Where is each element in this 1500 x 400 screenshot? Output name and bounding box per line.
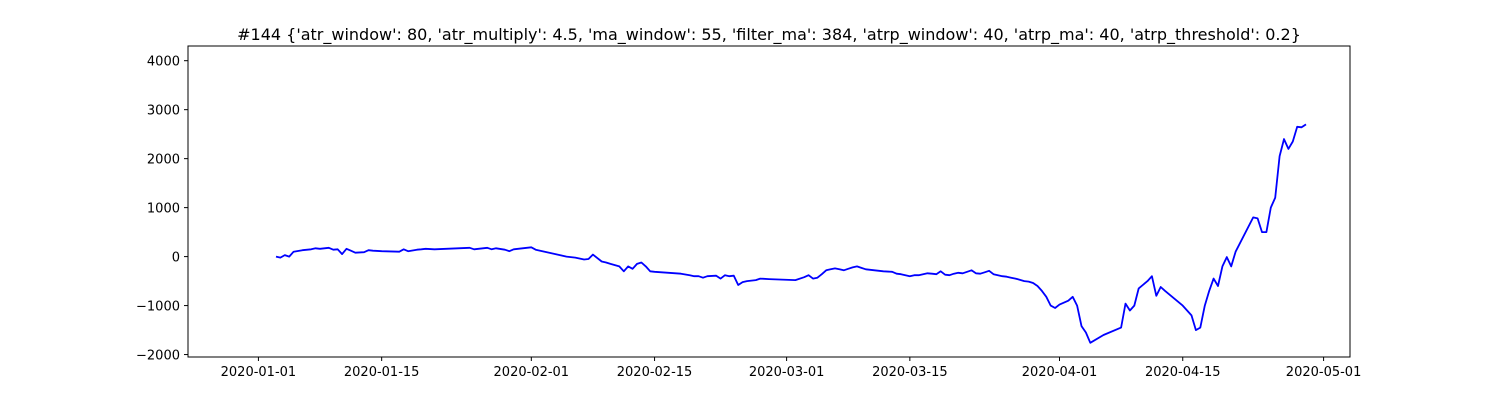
y-tick-label: 0 <box>172 251 180 266</box>
y-tick-label: 1000 <box>147 202 180 217</box>
y-tick-label: 4000 <box>147 55 180 70</box>
plot-frame <box>187 45 1351 358</box>
x-tick-label: 2020-01-15 <box>344 365 420 380</box>
x-tick-label: 2020-01-01 <box>221 365 297 380</box>
x-tick-label: 2020-02-01 <box>494 365 570 380</box>
x-tick-label: 2020-03-15 <box>872 365 948 380</box>
y-tick-label: 2000 <box>147 153 180 168</box>
y-tick-label: 3000 <box>147 104 180 119</box>
plot-area: 2020-01-01 2020-01-15 2020-02-01 2020-02-15… <box>136 45 1362 380</box>
x-tick-label: 2020-05-01 <box>1286 365 1362 380</box>
x-tick-label: 2020-03-01 <box>749 365 825 380</box>
y-tick-label: −2000 <box>136 349 180 364</box>
x-tick-label: 2020-02-15 <box>617 365 693 380</box>
series-line-0 <box>275 123 1307 344</box>
chart-title: #144 {'atr_window': 80, 'atr_multiply': … <box>237 25 1301 45</box>
y-tick-label: −1000 <box>136 300 180 315</box>
x-tick-label: 2020-04-15 <box>1145 365 1221 380</box>
x-tick-label: 2020-04-01 <box>1022 365 1098 380</box>
